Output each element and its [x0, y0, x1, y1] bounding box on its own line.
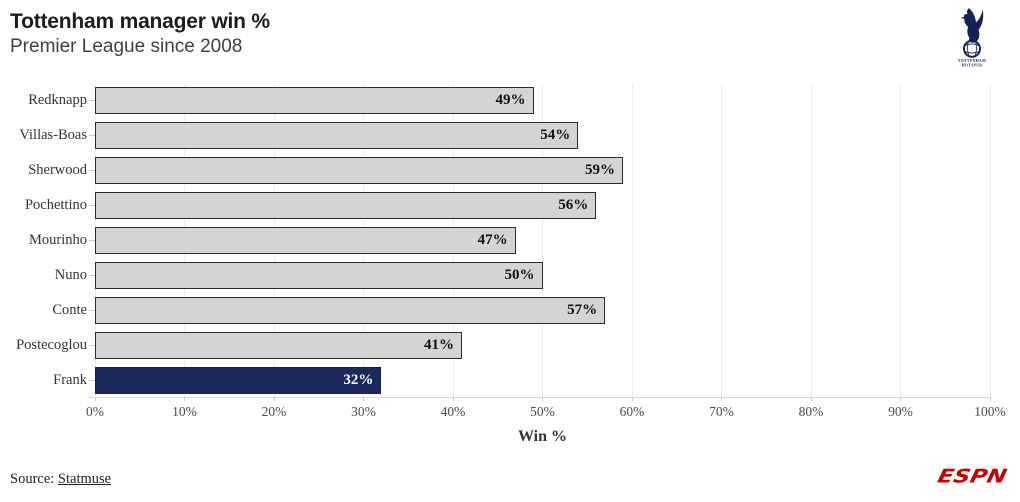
source-link[interactable]: Statmuse [57, 471, 112, 487]
win-pct-bar-chart: Redknapp 49% Villas-Boas 54% Sherwood 59% Poch… [0, 84, 1020, 464]
category-label-villas-boas: Villas-Boas [19, 127, 87, 143]
bar-frank: 32% [95, 367, 382, 394]
category-label-redknapp: Redknapp [28, 92, 87, 108]
x-tick-label-40%: 40% [440, 404, 466, 419]
y-tick [89, 380, 95, 381]
x-tick [810, 397, 812, 401]
bar-value-label: 54% [540, 127, 571, 143]
x-tick [989, 397, 991, 401]
bar-value-label: 47% [477, 232, 508, 248]
page-title: Tottenham manager win % [10, 10, 270, 33]
bar-sherwood: 59% [95, 157, 624, 184]
x-axis-line [88, 397, 990, 398]
x-tick-label-0%: 0% [86, 404, 104, 419]
category-label-frank: Frank [53, 372, 87, 388]
x-tick [900, 397, 901, 401]
y-tick [89, 135, 95, 136]
x-tick-label-60%: 60% [619, 404, 645, 419]
source-prefix: Source: [10, 471, 58, 487]
x-tick-label-20%: 20% [261, 404, 287, 419]
bar-value-label: 56% [558, 197, 589, 213]
x-tick-label-70%: 70% [709, 404, 734, 419]
y-tick [89, 275, 95, 276]
category-label-conte: Conte [52, 302, 87, 318]
category-label-postecoglou: Postecoglou [16, 337, 87, 353]
x-tick [542, 397, 543, 401]
gridline-70% [721, 84, 722, 397]
gridline-80% [810, 84, 812, 397]
bar-value-label: 57% [567, 302, 598, 318]
y-tick [89, 310, 95, 311]
x-tick-label-50%: 50% [530, 404, 555, 419]
y-tick [89, 205, 95, 206]
bar-pochettino: 56% [95, 192, 597, 219]
y-tick [89, 170, 95, 171]
source-note: Source: Statmuse [10, 471, 111, 488]
gridline-50% [542, 84, 543, 397]
bar-nuno: 50% [95, 262, 543, 289]
category-label-mourinho: Mourinho [29, 232, 87, 248]
gridline-60% [631, 84, 633, 397]
bar-postecoglou: 41% [95, 332, 462, 359]
x-tick-label-90%: 90% [888, 404, 913, 419]
x-tick [184, 397, 185, 401]
x-tick-label-10%: 10% [172, 404, 197, 419]
cockerel-on-ball-icon: TOTTENHAM HOTSPUR [958, 8, 986, 68]
x-tick [721, 397, 722, 401]
x-tick-label-80%: 80% [798, 404, 824, 419]
category-label-pochettino: Pochettino [24, 197, 87, 213]
x-tick [94, 397, 96, 401]
category-label-nuno: Nuno [54, 267, 87, 283]
crest-text-line1: TOTTENHAM [958, 59, 986, 63]
x-axis-title: Win % [517, 428, 568, 445]
x-tick-label-100%: 100% [974, 404, 1006, 419]
tottenham-crest-logo: TOTTENHAM HOTSPUR [950, 6, 994, 73]
bar-value-label: 41% [423, 337, 454, 353]
espn-logo: ESPN [935, 466, 1009, 488]
category-label-sherwood: Sherwood [28, 162, 87, 178]
bar-value-label: 59% [585, 162, 616, 178]
x-tick [273, 397, 275, 401]
bar-villas-boas: 54% [95, 122, 579, 149]
x-tick [631, 397, 633, 401]
x-tick [363, 397, 364, 401]
gridline-100% [989, 84, 991, 397]
y-tick [89, 345, 95, 346]
page-subtitle: Premier League since 2008 [10, 36, 243, 57]
bar-value-label: 50% [504, 267, 535, 283]
gridline-90% [900, 84, 901, 397]
x-tick-label-30%: 30% [351, 404, 376, 419]
x-tick [452, 397, 454, 401]
bar-redknapp: 49% [95, 87, 534, 114]
bar-value-label: 32% [343, 372, 374, 388]
y-tick [89, 240, 95, 241]
bar-mourinho: 47% [95, 227, 516, 254]
bar-value-label: 49% [495, 92, 526, 108]
y-tick [89, 100, 95, 101]
bar-conte: 57% [95, 297, 606, 324]
crest-text-line2: HOTSPUR [962, 64, 983, 68]
